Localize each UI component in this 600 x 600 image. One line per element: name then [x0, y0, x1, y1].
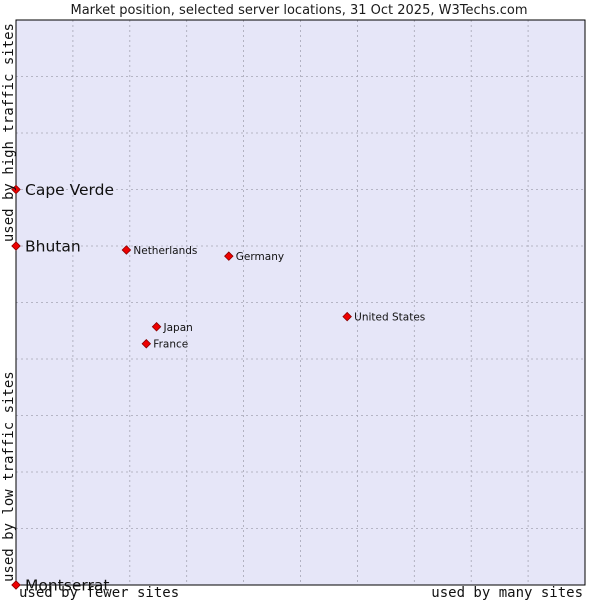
- point-label-netherlands: Netherlands: [133, 245, 197, 257]
- point-marker-united-states: [342, 311, 352, 322]
- point-label-france: France: [153, 339, 188, 351]
- y-axis-label-top: used by high traffic sites: [1, 23, 17, 242]
- point-label-cape-verde: Cape Verde: [25, 181, 114, 199]
- point-marker-cape-verde: [11, 184, 21, 195]
- x-axis-label-left: used by fewer sites: [19, 585, 179, 600]
- point-label-montserrat: Montserrat: [25, 577, 109, 595]
- data-points: Cape Verde Bhutan Netherlands Germany United…: [11, 181, 425, 595]
- point-label-japan: Japan: [163, 322, 193, 334]
- point-marker-bhutan: [11, 241, 21, 251]
- grid-lines: [16, 20, 585, 585]
- point-marker-montserrat: [11, 580, 21, 590]
- plot-frame: [15, 19, 586, 586]
- y-axis-label-bottom: used by low traffic sites: [1, 371, 17, 582]
- chart-title: Market position, selected server locatio…: [70, 3, 527, 18]
- x-axis-label-right: used by many sites: [431, 585, 583, 600]
- point-label-germany: Germany: [236, 251, 284, 263]
- point-label-united-states: United States: [354, 312, 425, 324]
- point-marker-germany: [224, 251, 234, 261]
- point-marker-japan: [151, 322, 162, 332]
- point-label-bhutan: Bhutan: [25, 238, 81, 256]
- point-marker-france: [141, 338, 152, 349]
- point-marker-netherlands: [121, 245, 132, 255]
